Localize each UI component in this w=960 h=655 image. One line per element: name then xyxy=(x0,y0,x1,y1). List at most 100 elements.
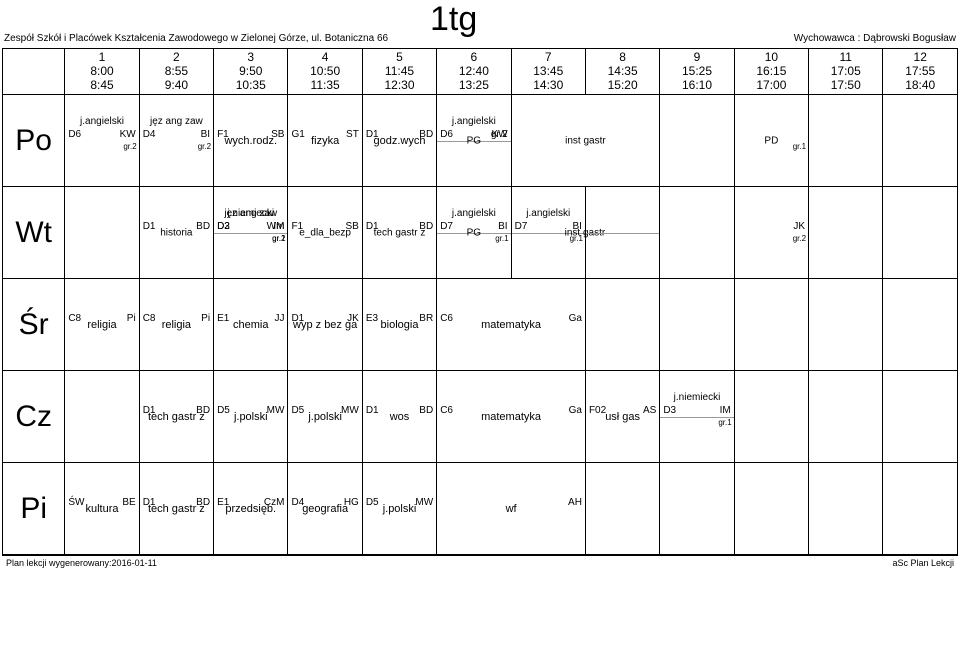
wt-1 xyxy=(65,187,139,279)
teacher: IM xyxy=(273,221,284,232)
teacher: BD xyxy=(196,221,210,232)
teacher: CzM xyxy=(264,497,285,508)
cz-10 xyxy=(734,371,808,463)
po-11 xyxy=(809,95,883,187)
teacher: AH xyxy=(568,497,582,508)
period-header-row: 18:008:45 28:559:40 39:5010:35 410:5011:… xyxy=(3,49,958,95)
teacher: Pi xyxy=(201,313,210,324)
teacher: Pi xyxy=(127,313,136,324)
teacher: BD xyxy=(419,405,433,416)
teacher: JJ xyxy=(274,313,284,324)
room: JK xyxy=(793,221,805,232)
teacher: BE xyxy=(122,497,135,508)
teacher: Ga xyxy=(569,405,582,416)
subject: matematyka xyxy=(437,319,585,331)
pi-12 xyxy=(883,463,958,555)
generated-date: Plan lekcji wygenerowany:2016-01-11 xyxy=(6,558,157,568)
teacher: MW xyxy=(341,405,359,416)
cz-1 xyxy=(65,371,139,463)
room: E1 xyxy=(217,313,229,324)
room: ŚW xyxy=(68,497,84,508)
teacher: Ga xyxy=(569,313,582,324)
sr-12 xyxy=(883,279,958,371)
teacher: BD xyxy=(196,405,210,416)
pi-8 xyxy=(585,463,659,555)
room: D4 xyxy=(291,497,304,508)
row-wt: Wt historia D1 BD gr.1 jęz ang zaw D2 Wm xyxy=(3,187,958,279)
row-cz: Cz tech gastr z D1 BD j.polski D5 MW j.p… xyxy=(3,371,958,463)
subject: PD xyxy=(735,135,808,146)
sr-10 xyxy=(734,279,808,371)
subject: j.angielski xyxy=(437,208,510,219)
room: D1 xyxy=(366,129,379,140)
teacher: MW xyxy=(267,405,285,416)
day-cz: Cz xyxy=(3,371,65,463)
room: D1 xyxy=(366,221,379,232)
teacher: BR xyxy=(419,313,433,324)
period-2: 28:559:40 xyxy=(139,49,213,95)
room: D1 xyxy=(366,405,379,416)
room: F1 xyxy=(291,221,303,232)
subject: PG xyxy=(437,227,510,238)
day-pi: Pi xyxy=(3,463,65,555)
subject: j.niemiecki xyxy=(214,208,287,219)
po-9 xyxy=(660,95,734,187)
teacher: ST xyxy=(346,129,359,140)
room: C6 xyxy=(440,405,453,416)
wt-12 xyxy=(883,187,958,279)
teacher: HG xyxy=(344,497,359,508)
room: D5 xyxy=(217,405,230,416)
teacher: KW xyxy=(491,129,507,140)
period-3: 39:5010:35 xyxy=(214,49,288,95)
room: F02 xyxy=(589,405,606,416)
group-label: gr.2 xyxy=(272,234,285,243)
subject: inst gastr xyxy=(512,135,660,146)
wt-9 xyxy=(660,187,734,279)
room: D5 xyxy=(291,405,304,416)
room: D5 xyxy=(366,497,379,508)
teacher: BD xyxy=(419,129,433,140)
room: F1 xyxy=(217,129,229,140)
subject: j.angielski xyxy=(437,116,510,127)
room: G1 xyxy=(291,129,304,140)
teacher: KW xyxy=(120,129,136,140)
period-11: 1117:0517:50 xyxy=(809,49,883,95)
subject: jęz ang zaw xyxy=(140,116,213,127)
subject: j.angielski xyxy=(65,116,138,127)
homeroom-teacher: Wychowawca : Dąbrowski Bogusław xyxy=(794,33,960,48)
class-title: 1tg xyxy=(430,0,477,39)
teacher: IM xyxy=(720,405,731,416)
po-12 xyxy=(883,95,958,187)
teacher: SB xyxy=(345,221,358,232)
teacher: MW xyxy=(415,497,433,508)
sr-8 xyxy=(585,279,659,371)
period-7: 713:4514:30 xyxy=(511,49,585,95)
group-label: gr.2 xyxy=(123,142,136,151)
row-pi: Pi kultura ŚW BE tech gastr z D1 BD prze… xyxy=(3,463,958,555)
pi-10 xyxy=(734,463,808,555)
period-8: 814:3515:20 xyxy=(585,49,659,95)
row-sr: Śr religia C8 Pi religia C8 Pi chemia E1… xyxy=(3,279,958,371)
room: C8 xyxy=(68,313,81,324)
period-1: 18:008:45 xyxy=(65,49,139,95)
teacher: BD xyxy=(419,221,433,232)
subject: matematyka xyxy=(437,411,585,423)
app-credit: aSc Plan Lekcji xyxy=(892,558,954,568)
cz-11 xyxy=(809,371,883,463)
group-label: gr.2 xyxy=(198,142,211,151)
room: C6 xyxy=(440,313,453,324)
subject: wf xyxy=(437,503,585,515)
sr-9 xyxy=(660,279,734,371)
period-6: 612:4013:25 xyxy=(437,49,511,95)
wt-11 xyxy=(809,187,883,279)
period-9: 915:2516:10 xyxy=(660,49,734,95)
period-5: 511:4512:30 xyxy=(362,49,436,95)
day-po: Po xyxy=(3,95,65,187)
teacher: SB xyxy=(271,129,284,140)
day-wt: Wt xyxy=(3,187,65,279)
teacher: BD xyxy=(196,497,210,508)
pi-9 xyxy=(660,463,734,555)
subject: j.angielski xyxy=(512,208,585,219)
group-label: gr.2 xyxy=(793,234,806,243)
cz-12 xyxy=(883,371,958,463)
